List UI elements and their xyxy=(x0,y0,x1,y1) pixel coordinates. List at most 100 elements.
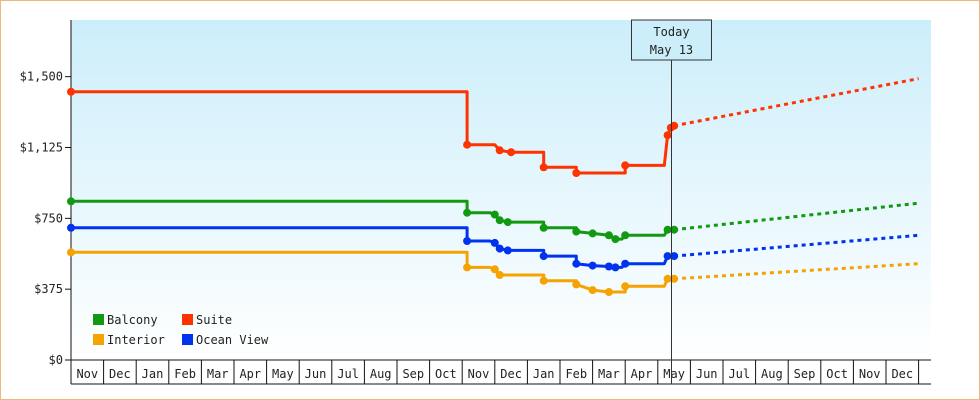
x-tick-label: Jun xyxy=(696,367,718,381)
x-tick-label: Jan xyxy=(142,367,164,381)
data-point xyxy=(490,265,499,274)
data-point xyxy=(507,148,516,157)
data-point xyxy=(670,121,679,130)
legend-swatch xyxy=(93,334,104,345)
x-tick-label: Aug xyxy=(761,367,783,381)
x-tick-label: Jan xyxy=(533,367,555,381)
legend-swatch xyxy=(93,314,104,325)
plot-background xyxy=(71,20,931,360)
data-point xyxy=(604,231,613,240)
data-point xyxy=(539,252,548,261)
data-point xyxy=(611,263,620,272)
x-tick-label: Dec xyxy=(891,367,913,381)
x-tick-label: Oct xyxy=(826,367,848,381)
x-tick-label: Nov xyxy=(468,367,490,381)
projection-lines xyxy=(673,77,919,281)
legend-label: Balcony xyxy=(107,313,158,327)
data-point xyxy=(572,227,581,236)
x-tick-label: Sep xyxy=(402,367,424,381)
data-point xyxy=(463,140,472,149)
legend-label: Interior xyxy=(107,333,165,347)
y-tick-label: $1,500 xyxy=(20,70,63,84)
data-point xyxy=(663,131,672,140)
x-tick-label: Mar xyxy=(207,367,229,381)
data-point xyxy=(495,146,504,155)
data-point xyxy=(539,163,548,172)
data-point xyxy=(611,235,620,244)
legend-label: Suite xyxy=(196,313,232,327)
series-line xyxy=(71,250,675,294)
data-point xyxy=(621,282,630,291)
data-point xyxy=(539,276,548,285)
x-tick-label: Jul xyxy=(728,367,750,381)
data-point xyxy=(604,288,613,296)
x-tick-label: May xyxy=(663,367,685,381)
x-tick-label: May xyxy=(272,367,294,381)
x-tick-label: Nov xyxy=(76,367,98,381)
x-tick-label: Oct xyxy=(435,367,457,381)
projection-line xyxy=(673,233,919,258)
data-point xyxy=(67,223,75,232)
legend-label: Ocean View xyxy=(196,333,269,347)
data-point xyxy=(463,263,472,272)
x-tick-label: Mar xyxy=(598,367,620,381)
legend-swatch xyxy=(182,334,193,345)
data-point xyxy=(588,286,597,295)
data-point xyxy=(463,208,472,217)
series-lines xyxy=(67,87,679,296)
data-point xyxy=(490,238,499,247)
today-label: Today xyxy=(653,25,689,39)
y-tick-label: $750 xyxy=(34,211,63,225)
data-point xyxy=(503,218,512,227)
y-axis: $0 $375 $750 $1,125 $1,500 xyxy=(20,20,72,367)
x-tick-label: Dec xyxy=(500,367,522,381)
data-point xyxy=(503,246,512,255)
data-point xyxy=(490,210,499,219)
data-point xyxy=(495,216,504,225)
x-tick-label: Jul xyxy=(337,367,359,381)
data-point xyxy=(67,87,75,96)
y-tick-label: $1,125 xyxy=(20,141,63,155)
x-tick-label: Sep xyxy=(794,367,816,381)
x-axis: Nov Dec Jan Feb Mar Apr May Jun Jul Aug Sep Oct Nov D… xyxy=(70,359,931,385)
data-point xyxy=(670,252,679,261)
x-tick-label: Apr xyxy=(631,367,653,381)
x-tick-label: Nov xyxy=(859,367,881,381)
data-point xyxy=(67,248,75,257)
legend-swatch xyxy=(182,314,193,325)
data-point xyxy=(621,259,630,268)
data-point xyxy=(495,271,504,279)
data-point xyxy=(621,231,630,240)
data-point xyxy=(588,261,597,270)
x-tick-label: Feb xyxy=(174,367,196,381)
x-tick-label: Jun xyxy=(305,367,327,381)
x-tick-label: Dec xyxy=(109,367,131,381)
data-point xyxy=(463,237,472,245)
projection-line xyxy=(673,77,919,128)
y-tick-label: $0 xyxy=(49,353,63,367)
x-tick-label: Apr xyxy=(239,367,261,381)
data-point xyxy=(495,244,504,253)
y-tick-label: $375 xyxy=(34,282,63,296)
today-date: May 13 xyxy=(650,43,693,57)
data-point xyxy=(670,274,679,283)
data-point xyxy=(572,259,581,268)
data-point xyxy=(663,274,672,283)
data-point xyxy=(67,197,75,206)
data-point xyxy=(670,225,679,234)
data-point xyxy=(604,262,613,271)
projection-line xyxy=(673,201,919,232)
data-point xyxy=(621,161,630,170)
x-tick-label: Aug xyxy=(370,367,392,381)
today-marker: Today May 13 xyxy=(630,19,712,384)
data-point xyxy=(539,223,548,232)
legend: Balcony Suite Interior Ocean View xyxy=(93,313,269,347)
data-point xyxy=(663,252,672,261)
data-point xyxy=(572,169,581,177)
x-tick-label: Feb xyxy=(565,367,587,381)
today-box xyxy=(630,19,712,61)
projection-line xyxy=(674,262,919,281)
data-point xyxy=(588,229,597,238)
data-point xyxy=(663,225,672,234)
